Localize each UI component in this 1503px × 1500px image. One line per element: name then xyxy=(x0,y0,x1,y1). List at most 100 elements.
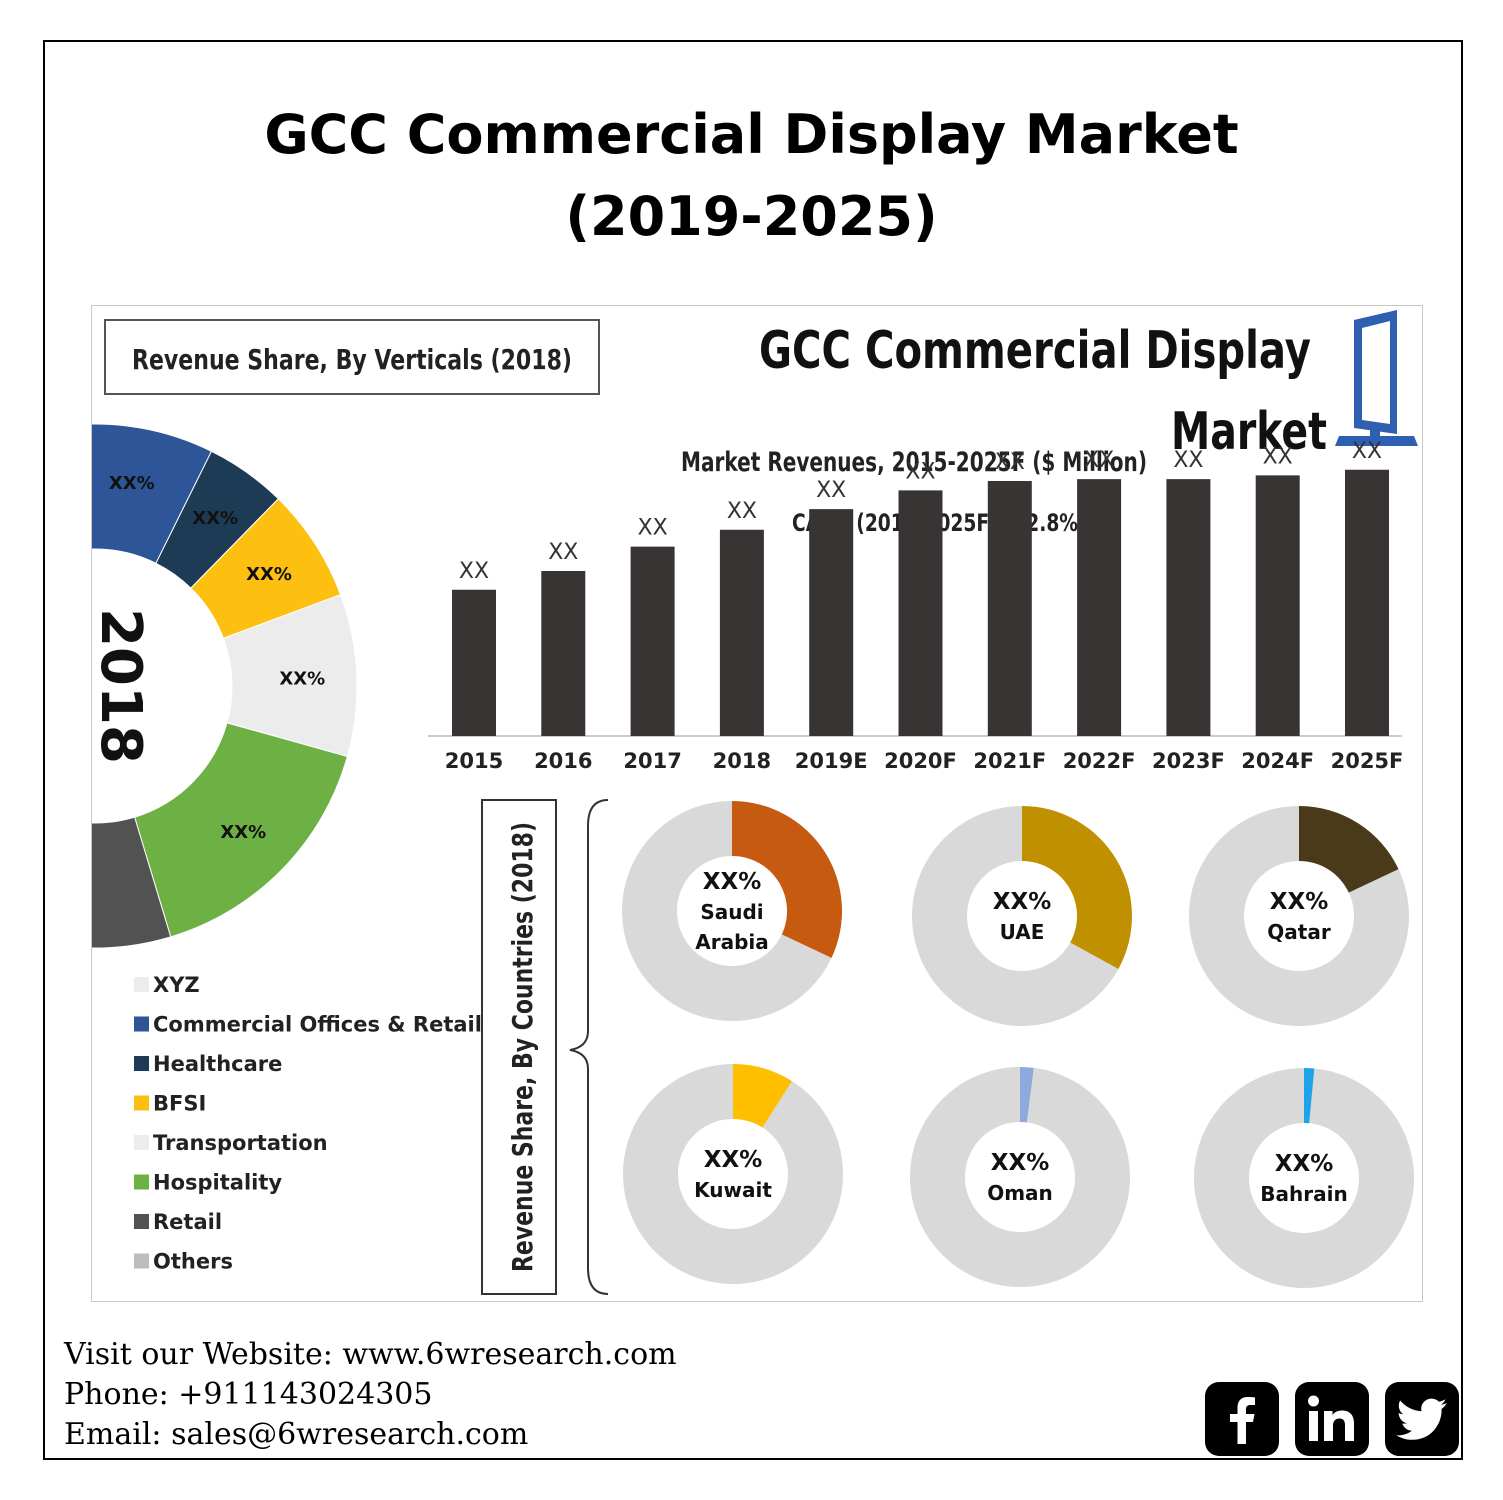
country-donut-remainder xyxy=(623,1064,843,1284)
country-name-label: Qatar xyxy=(1267,920,1331,944)
donut-slice xyxy=(92,816,172,949)
country-donut-slice xyxy=(1020,1067,1034,1123)
website-text: Visit our Website: www.6wresearch.com xyxy=(64,1337,677,1372)
x-tick-label: 2023F xyxy=(1152,749,1225,773)
legend-label: Healthcare xyxy=(153,1052,282,1076)
donut-slice-label: XX% xyxy=(246,564,292,585)
country-donut-slice xyxy=(1299,806,1399,893)
country-name-label: Bahrain xyxy=(1260,1182,1347,1206)
chart-header-title: GCC Commercial Display xyxy=(759,321,1311,381)
x-tick-label: 2016 xyxy=(534,749,592,773)
country-share-label: XX% xyxy=(991,1150,1050,1176)
bar-value-label: XX xyxy=(816,478,846,503)
legend-swatch xyxy=(134,1056,149,1071)
country-share-label: XX% xyxy=(704,1147,763,1173)
bar-2016 xyxy=(541,571,586,736)
legend-swatch xyxy=(134,1095,149,1111)
x-tick-label: 2017 xyxy=(623,749,681,773)
bar-value-label: XX xyxy=(1352,439,1382,464)
countries-title-box xyxy=(481,799,557,1295)
country-share-label: XX% xyxy=(1270,889,1329,915)
bar-chart-subtitle: Market Revenues, 2015-2025F ($ Million) xyxy=(681,447,1147,478)
page-subtitle: (2019-2025) xyxy=(565,185,938,248)
country-donut-remainder xyxy=(1194,1068,1415,1288)
bar-2025F xyxy=(1345,469,1389,736)
phone-text: Phone: +911143024305 xyxy=(64,1377,433,1412)
legend-label: Transportation xyxy=(153,1131,328,1155)
legend-label: XYZ xyxy=(153,973,200,997)
legend-swatch xyxy=(134,1174,149,1190)
legend-label: Others xyxy=(153,1250,233,1274)
legend-swatch xyxy=(134,1214,149,1229)
x-tick-label: 2024F xyxy=(1241,749,1314,773)
bar-2019E xyxy=(809,509,854,736)
bar-value-label: XX xyxy=(1263,444,1293,469)
country-name-label: Kuwait xyxy=(694,1178,772,1202)
x-tick-label: 2020F xyxy=(884,749,957,773)
bar-2024F xyxy=(1255,475,1300,736)
linkedin-icon[interactable] xyxy=(1295,1382,1369,1456)
donut-slice-label: XX% xyxy=(220,822,266,843)
bar-2017 xyxy=(630,546,675,736)
donut-slice-label: XX% xyxy=(279,668,325,689)
bar-2022F xyxy=(1077,479,1122,736)
country-name-label: Arabia xyxy=(695,930,769,954)
bar-2018 xyxy=(719,529,764,736)
bar-2023F xyxy=(1166,479,1211,736)
country-name-label: Oman xyxy=(987,1181,1053,1205)
chart-header-title-line2: Market xyxy=(1171,402,1327,462)
bar-value-label: XX xyxy=(727,499,757,524)
x-tick-label: 2022F xyxy=(1063,749,1136,773)
legend-label: Commercial Offices & Retail xyxy=(153,1013,482,1037)
x-tick-label: 2019E xyxy=(795,749,868,773)
verticals-title-box xyxy=(104,319,600,395)
bar-value-label: XX xyxy=(1173,448,1203,473)
country-donut-remainder xyxy=(1188,806,1409,1026)
country-donut-charts: XX% Saudi Arabia XX% UAE XX% Qatar XX% Kuwait XX%… xyxy=(622,801,1415,1288)
x-tick-label: 2025F xyxy=(1331,749,1404,773)
bar-2020F xyxy=(898,490,943,736)
legend-swatch xyxy=(134,1253,149,1269)
country-name-label: Saudi xyxy=(700,900,763,924)
bar-value-label: XX xyxy=(548,540,578,565)
donut-center-year: 2018 xyxy=(92,608,153,764)
bar-value-label: XX xyxy=(638,516,668,541)
bar-2021F xyxy=(987,481,1032,736)
verticals-donut-chart: XX%XX%XX%XX%XX%XX%XX% xyxy=(92,423,358,949)
legend-swatch xyxy=(134,1016,149,1032)
legend-label: BFSI xyxy=(153,1092,206,1116)
bar-value-label: XX xyxy=(459,559,489,584)
legend-swatch xyxy=(134,977,149,992)
country-donut-slice xyxy=(1022,806,1132,969)
bar-value-label: XX xyxy=(995,450,1025,475)
x-tick-label: 2018 xyxy=(713,749,771,773)
country-donut-slice xyxy=(732,801,842,958)
facebook-icon[interactable] xyxy=(1205,1382,1279,1456)
country-share-label: XX% xyxy=(993,889,1052,915)
country-name-label: UAE xyxy=(1000,920,1045,944)
donut-slice-label: XX% xyxy=(192,508,238,529)
bar-value-label: XX xyxy=(905,459,935,484)
bar-2015 xyxy=(452,589,496,736)
legend-label: Hospitality xyxy=(153,1171,282,1195)
display-stand-icon xyxy=(1335,310,1418,446)
donut-slice-label: XX% xyxy=(109,473,155,494)
bar-chart: XX 2015 XX 2016 XX 2017 XX 2018 XX 2019E XX 2020F XX… xyxy=(428,439,1403,773)
country-donut-remainder xyxy=(909,1067,1130,1287)
x-tick-label: 2021F xyxy=(973,749,1046,773)
page-title: GCC Commercial Display Market xyxy=(264,103,1239,166)
twitter-icon[interactable] xyxy=(1385,1382,1459,1456)
donut-slice xyxy=(133,722,348,938)
legend-swatch xyxy=(134,1135,149,1150)
email-text: Email: sales@6wresearch.com xyxy=(64,1417,529,1452)
legend-label: Retail xyxy=(153,1210,222,1234)
bar-value-label: XX xyxy=(1084,448,1114,473)
country-share-label: XX% xyxy=(703,869,762,895)
country-donut-slice xyxy=(733,1064,792,1128)
page-frame xyxy=(43,40,1463,1460)
countries-chart-title: Revenue Share, By Countries (2018) xyxy=(506,822,539,1272)
x-tick-label: 2015 xyxy=(445,749,503,773)
infographic-svg: Revenue Share, By Verticals (2018) GCC C… xyxy=(92,310,1418,1295)
verticals-legend: XYZ Commercial Offices & Retail Healthcare… xyxy=(134,973,482,1274)
verticals-chart-title: Revenue Share, By Verticals (2018) xyxy=(132,343,572,376)
